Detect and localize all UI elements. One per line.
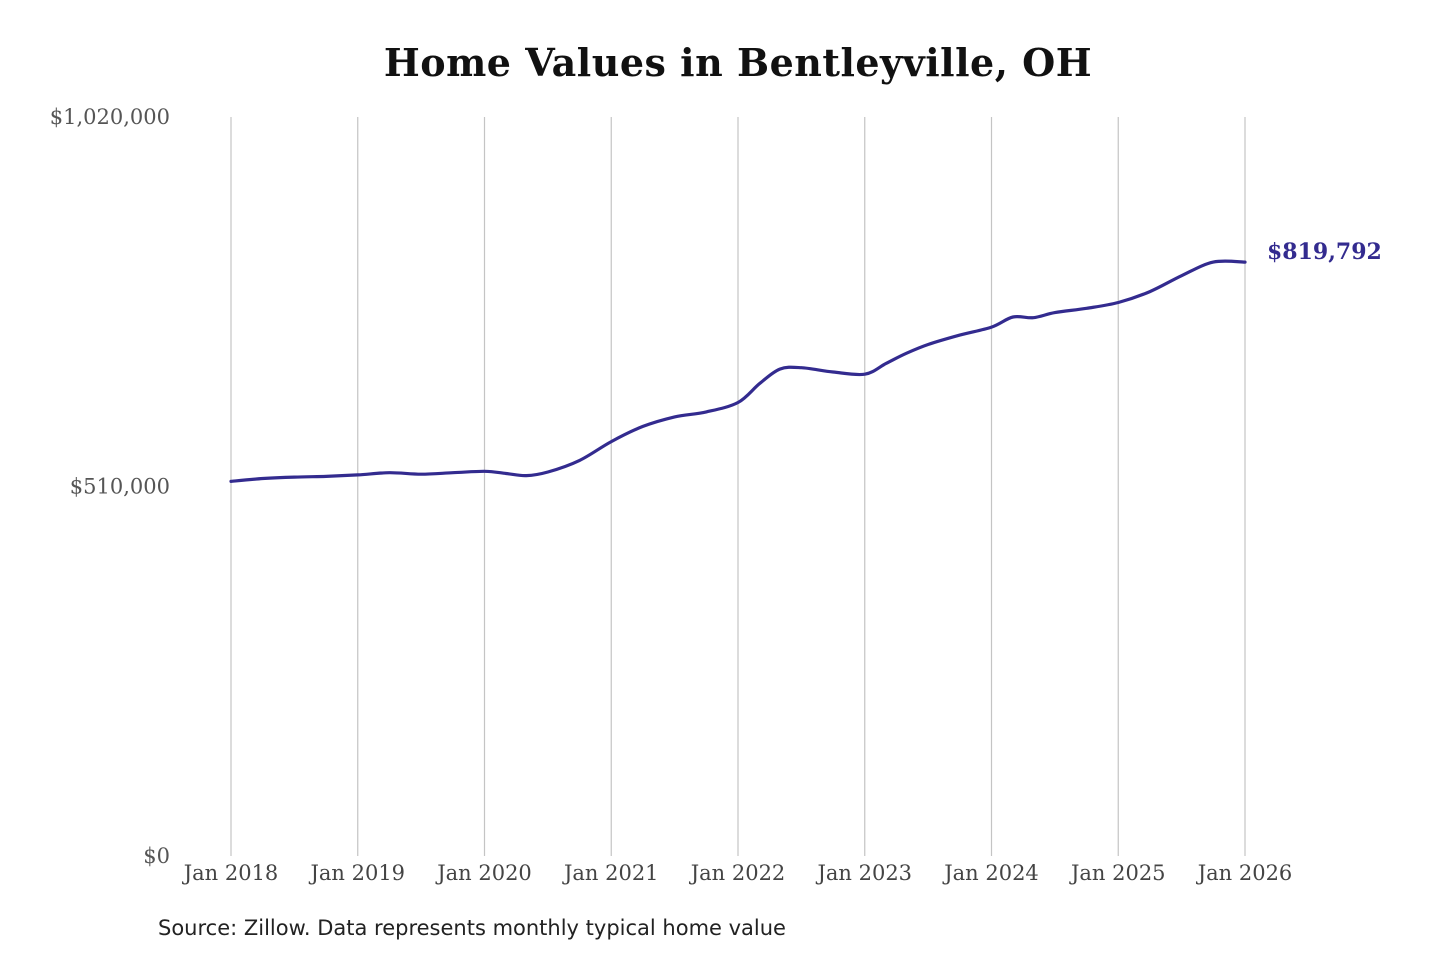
home-value-line [229,259,1247,483]
y-tick-label: $1,020,000 [50,105,170,129]
x-tick-label: Jan 2025 [1069,861,1166,885]
x-tick-label: Jan 2023 [815,861,912,885]
x-tick-label: Jan 2018 [182,861,279,885]
x-tick-label: Jan 2020 [435,861,532,885]
source-note: Source: Zillow. Data represents monthly … [158,916,786,940]
x-tick-label: Jan 2024 [942,861,1039,885]
gridlines [230,117,1246,856]
y-axis-tick-labels: $0 $510,000 $1,020,000 [50,105,170,868]
x-tick-label: Jan 2021 [562,861,659,885]
chart-title: Home Values in Bentleyville, OH [383,40,1093,85]
x-tick-label: Jan 2026 [1196,861,1293,885]
x-tick-label: Jan 2022 [689,861,786,885]
y-tick-label: $510,000 [70,475,170,499]
x-axis-tick-labels: Jan 2018 Jan 2019 Jan 2020 Jan 2021 Jan 2022… [182,861,1293,885]
latest-value-label: $819,792 [1267,239,1382,265]
x-tick-label: Jan 2019 [308,861,405,885]
y-tick-label: $0 [143,844,170,868]
